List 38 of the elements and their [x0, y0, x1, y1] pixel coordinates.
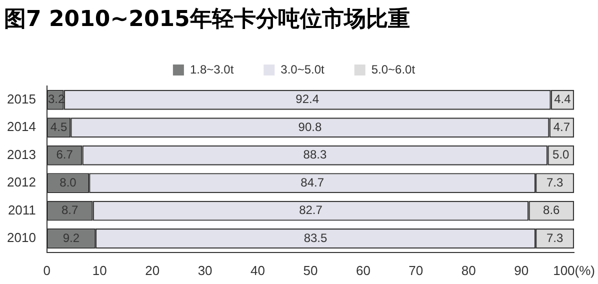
data-label: 8.6 — [543, 203, 560, 218]
data-label: 4.4 — [554, 92, 572, 106]
x-tick-label: 60 — [356, 262, 370, 278]
data-label: 83.5 — [304, 230, 328, 245]
x-tick-label: 40 — [250, 262, 266, 278]
data-label: 7.3 — [546, 175, 564, 190]
legend-label: 1.8~3.0t — [190, 62, 234, 76]
data-label: 4.7 — [553, 120, 570, 134]
data-label: 9.2 — [62, 230, 80, 245]
x-tick-label: 90 — [514, 262, 529, 278]
data-label: 4.5 — [50, 120, 68, 134]
y-tick-label: 2011 — [8, 202, 36, 218]
data-label: 8.7 — [62, 203, 79, 218]
y-tick-label: 2014 — [7, 119, 36, 134]
x-tick-label: 10 — [92, 262, 107, 278]
x-tick-label: 70 — [408, 262, 424, 278]
data-label: 6.7 — [56, 148, 74, 162]
y-tick-label: 2012 — [7, 174, 36, 190]
data-label: 8.0 — [60, 175, 77, 190]
x-tick-label: 20 — [145, 262, 160, 278]
x-tick-label: 100(%) — [553, 262, 596, 278]
data-label: 82.7 — [299, 203, 323, 218]
y-tick-label: 2013 — [7, 146, 36, 162]
data-label: 84.7 — [300, 175, 324, 190]
legend-label: 3.0~5.0t — [280, 62, 326, 76]
data-label: 5.0 — [552, 148, 570, 162]
x-tick-label: 50 — [303, 262, 318, 278]
legend-label: 5.0~6.0t — [371, 62, 416, 76]
data-label: 88.3 — [303, 148, 327, 162]
y-tick-label: 2010 — [7, 230, 36, 246]
x-tick-label: 80 — [461, 262, 476, 278]
x-tick-label: 0 — [43, 262, 51, 278]
x-tick-label: 30 — [198, 262, 212, 278]
data-label: 92.4 — [296, 92, 320, 106]
chart-title: 图7 2010~2015年轻卡分吨位市场比重 — [4, 6, 411, 34]
y-tick-label: 2015 — [7, 91, 36, 106]
data-label: 7.3 — [546, 230, 564, 245]
data-label: 90.8 — [298, 120, 322, 134]
